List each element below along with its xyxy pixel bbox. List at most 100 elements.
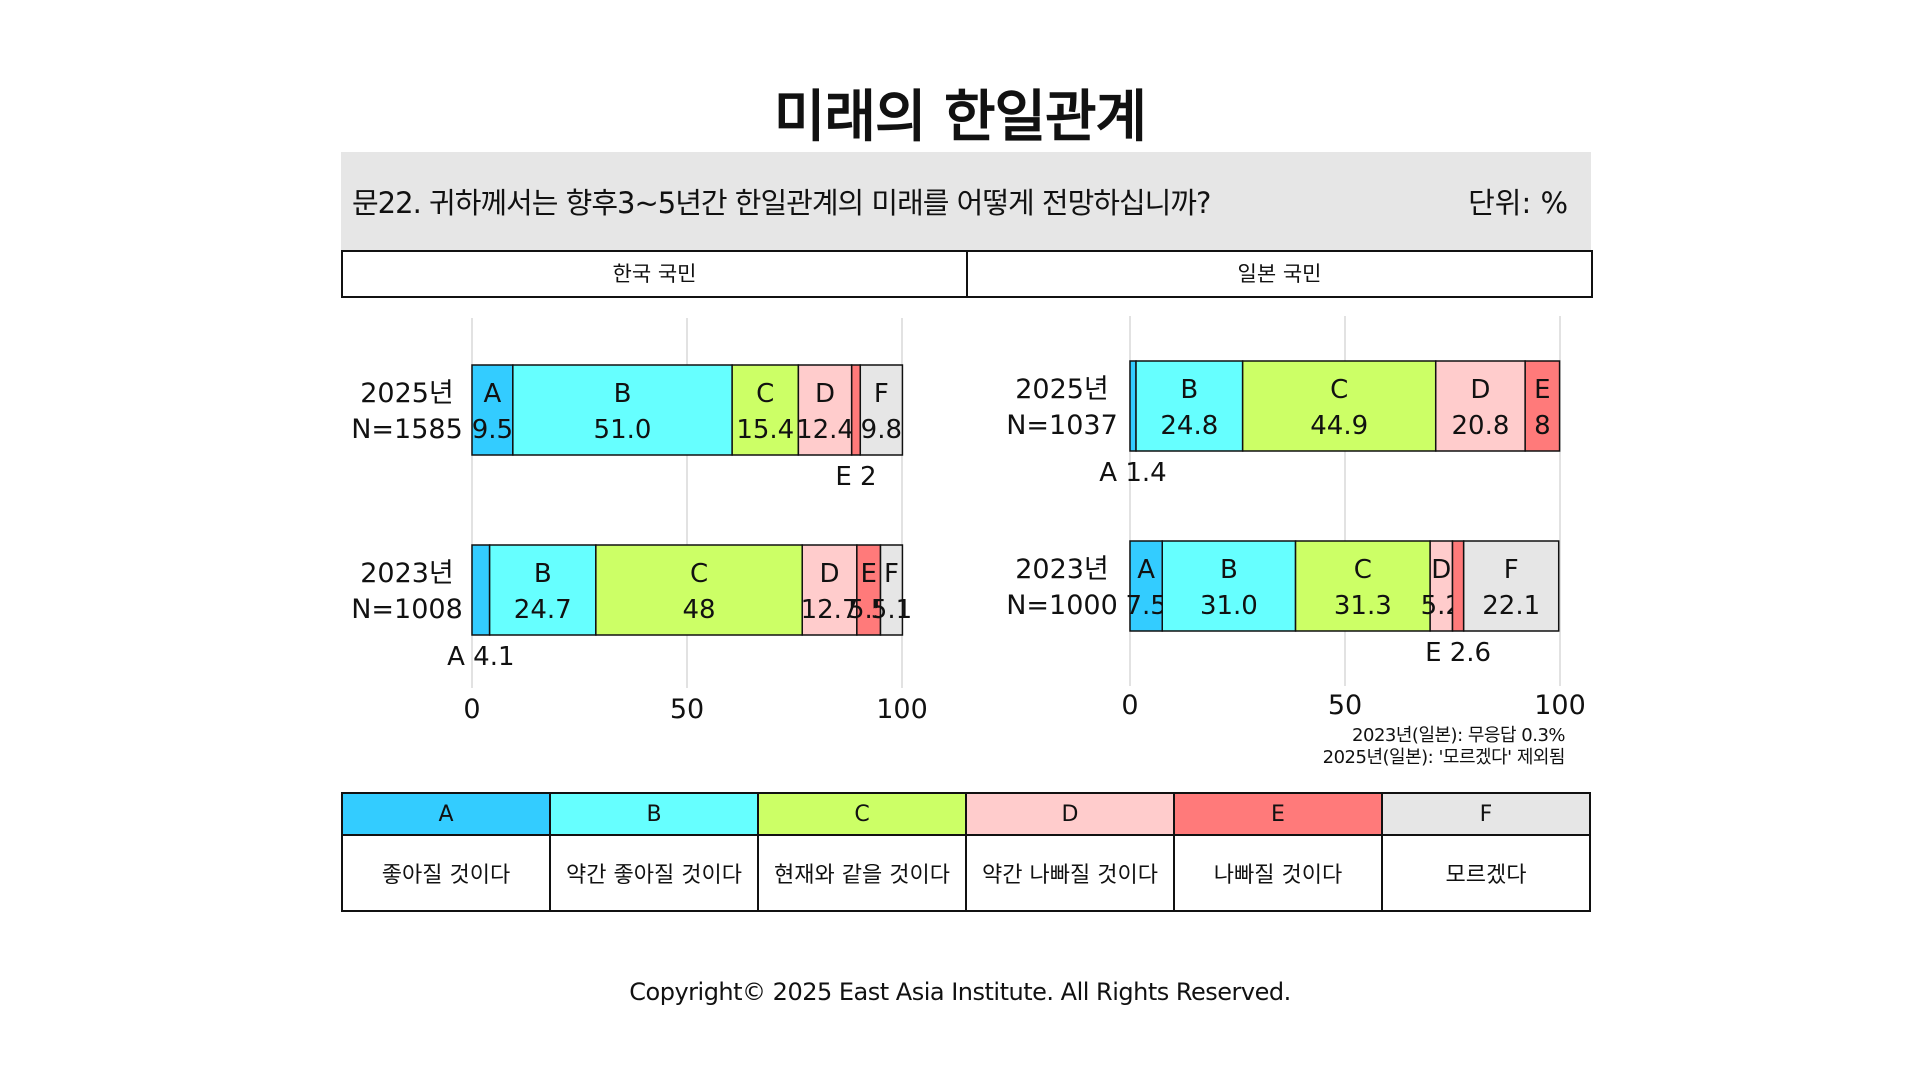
- segment-code-label: B: [1220, 555, 1238, 585]
- segment-code-label: C: [1330, 375, 1348, 405]
- segment-code-label: B: [534, 559, 552, 589]
- data-label: 44.9: [1310, 411, 1368, 441]
- bar-segment-f: [879, 544, 904, 636]
- data-label: 9.8: [861, 415, 902, 445]
- data-label: 51.0: [594, 415, 652, 445]
- segment-code-label: D: [820, 559, 840, 589]
- n-label: N=1585: [351, 414, 463, 445]
- segment-code-label: E: [1534, 375, 1550, 405]
- data-label-outside: E 2: [835, 462, 876, 492]
- legend-label-f: 모르겠다: [1381, 834, 1591, 912]
- chart-japan: 0 50 100 2025년 N=1037 A 1.4 B 24.8 C 44.9 D 20.8 E 8 2…: [1006, 316, 1586, 721]
- bar-segment-e: [850, 364, 862, 456]
- segment-code-label: F: [884, 559, 899, 589]
- x-tick-label: 0: [1121, 690, 1138, 721]
- bar-segment-d: [1434, 360, 1526, 452]
- category-label: 2025년: [360, 378, 454, 409]
- segment-code-label: B: [1180, 375, 1198, 405]
- unit-label: 단위: %: [1468, 186, 1568, 220]
- bar-segment-b: [1135, 360, 1244, 452]
- bar-segment-f: [1462, 540, 1560, 632]
- segment-code-label: C: [690, 559, 708, 589]
- x-tick-label: 0: [463, 694, 480, 725]
- data-label: 20.8: [1452, 411, 1510, 441]
- data-label-outside: A 1.4: [1099, 458, 1166, 488]
- legend-label-b: 약간 좋아질 것이다: [549, 834, 759, 912]
- data-label: 24.7: [514, 595, 572, 625]
- page-title: 미래의 한일관계: [773, 85, 1147, 150]
- legend-label-a: 좋아질 것이다: [341, 834, 551, 912]
- bar-segment-a: [1129, 540, 1163, 632]
- question-text: 문22. 귀하께서는 향후3~5년간 한일관계의 미래를 어떻게 전망하십니까?: [352, 186, 1211, 220]
- legend-label-row: 좋아질 것이다 약간 좋아질 것이다 현재와 같을 것이다 약간 나빠질 것이다…: [341, 834, 1591, 912]
- copyright-text: Copyright© 2025 East Asia Institute. All…: [629, 978, 1291, 1006]
- data-label: 5.1: [871, 595, 912, 625]
- x-tick-label: 50: [1328, 690, 1362, 721]
- segment-code-label: D: [1431, 555, 1451, 585]
- bar-segment-f: [859, 364, 904, 456]
- segment-code-label: D: [815, 379, 835, 409]
- bar-segment-e: [1524, 360, 1561, 452]
- n-label: N=1037: [1006, 410, 1118, 441]
- n-label: N=1008: [351, 594, 463, 625]
- data-label: 31.3: [1334, 591, 1392, 621]
- chart-notes: 2023년(일본): 무응답 0.3% 2025년(일본): '모르겠다' 제외…: [1322, 725, 1566, 769]
- legend-code-b: B: [549, 792, 759, 836]
- segment-code-label: B: [614, 379, 632, 409]
- segment-code-label: A: [1137, 555, 1155, 585]
- n-label: N=1000: [1006, 590, 1118, 621]
- data-label: 22.1: [1482, 591, 1540, 621]
- category-label: 2023년: [1015, 554, 1109, 585]
- segment-code-label: F: [1504, 555, 1519, 585]
- bar-segment-c: [595, 544, 803, 636]
- legend-code-d: D: [965, 792, 1175, 836]
- bar-segment-b: [488, 544, 597, 636]
- bar-segment-d: [801, 544, 858, 636]
- data-label: 24.8: [1160, 411, 1218, 441]
- panel-header-korea: 한국 국민: [612, 262, 697, 286]
- legend-table: A B C D E F 좋아질 것이다 약간 좋아질 것이다 현재와 같을 것이…: [341, 792, 1591, 912]
- legend-code-a: A: [341, 792, 551, 836]
- segment-code-label: F: [874, 379, 889, 409]
- category-label: 2025년: [1015, 374, 1109, 405]
- bar-segment-c: [1294, 540, 1431, 632]
- bar-segment-e: [1451, 540, 1465, 632]
- data-label: 31.0: [1200, 591, 1258, 621]
- chart-korea: 0 50 100 2025년 N=1585 A 9.5 B 51.0 C 15.4 D 12.4 E 2 F…: [351, 318, 928, 725]
- segment-code-label: E: [860, 559, 876, 589]
- data-label: 12.4: [796, 415, 854, 445]
- x-tick-label: 100: [1534, 690, 1586, 721]
- x-tick-label: 100: [876, 694, 928, 725]
- question-box: [341, 152, 1591, 250]
- note-2025-japan: 2025년(일본): '모르겠다' 제외됨: [1322, 747, 1566, 768]
- segment-code-label: A: [484, 379, 502, 409]
- bar-segment-b: [1161, 540, 1297, 632]
- legend-label-c: 현재와 같을 것이다: [757, 834, 967, 912]
- data-label: 48: [682, 595, 715, 625]
- data-label: 8: [1534, 411, 1551, 441]
- legend-code-e: E: [1173, 792, 1383, 836]
- data-label: 12.7: [801, 595, 859, 625]
- data-label-outside: E 2.6: [1425, 638, 1491, 668]
- legend-code-c: C: [757, 792, 967, 836]
- data-label: 9.5: [472, 415, 513, 445]
- bar-segment-c: [1241, 360, 1437, 452]
- category-label: 2023년: [360, 558, 454, 589]
- panel-header: 한국 국민 일본 국민: [341, 250, 1593, 298]
- data-label: 7.5: [1125, 591, 1166, 621]
- legend-label-d: 약간 나빠질 것이다: [965, 834, 1175, 912]
- legend-label-e: 나빠질 것이다: [1173, 834, 1383, 912]
- segment-code-label: C: [756, 379, 774, 409]
- note-2023-japan: 2023년(일본): 무응답 0.3%: [1352, 725, 1565, 746]
- bar-segment-a: [1129, 360, 1137, 452]
- segment-code-label: D: [1470, 375, 1490, 405]
- data-label: 15.4: [736, 415, 794, 445]
- panel-header-japan: 일본 국민: [966, 252, 1591, 296]
- segment-code-label: C: [1354, 555, 1372, 585]
- bar-segment-d: [797, 364, 853, 456]
- legend-code-f: F: [1381, 792, 1591, 836]
- bar-segment-a: [471, 544, 491, 636]
- data-label-outside: A 4.1: [447, 642, 514, 672]
- x-tick-label: 50: [670, 694, 704, 725]
